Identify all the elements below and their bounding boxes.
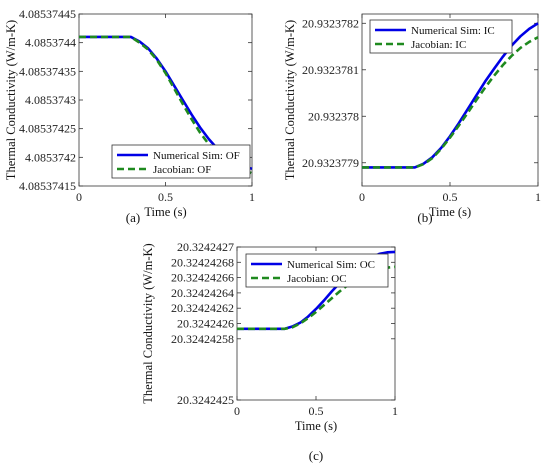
legend-box [369, 19, 513, 54]
x-tick-label: 0 [234, 404, 240, 418]
y-tick-label: 20.3242425 [177, 393, 234, 407]
y-axis-label: Thermal Conductivity (W/m-K) [283, 20, 297, 180]
y-tick-label: 20.3242427 [177, 240, 234, 254]
y-tick-label: 4.08537445 [19, 7, 76, 21]
y-tick-label: 20.32424266 [171, 271, 234, 285]
y-tick-label: 4.0853744 [25, 36, 76, 50]
legend-box [111, 144, 251, 179]
x-axis-label: Time (s) [295, 419, 337, 433]
y-tick-label: 4.08537435 [19, 64, 76, 78]
y-axis-label: Thermal Conductivity (W/m-K) [141, 243, 155, 403]
legend-box [245, 253, 389, 288]
y-tick-label: 4.08537415 [19, 179, 76, 193]
legend: Numerical Sim: IC Jacobian: IC [369, 19, 513, 54]
legend: Numerical Sim: OF Jacobian: OF [111, 144, 251, 179]
y-tick-label: 20.9323779 [302, 156, 359, 170]
x-axis-label: Time (s) [144, 205, 186, 219]
chart-panel-1: 20.9323779 20.932378 20.9323781 20.9323782 0… [283, 13, 541, 225]
legend-label-1: Jacobian: OF [153, 164, 211, 176]
y-tick-label: 20.32424262 [171, 301, 234, 315]
y-tick-label: 20.32424258 [171, 332, 234, 346]
x-axis-label: Time (s) [429, 205, 471, 219]
x-tick-label: 0.5 [158, 190, 173, 204]
x-tick-label: 1 [392, 404, 398, 418]
legend-label-1: Jacobian: OC [287, 273, 347, 285]
panel-label: (a) [126, 210, 140, 225]
x-tick-label: 0.5 [309, 404, 324, 418]
legend: Numerical Sim: OC Jacobian: OC [245, 253, 389, 288]
legend-label-0: Numerical Sim: OC [287, 259, 375, 271]
x-tick-label: 0 [359, 190, 365, 204]
y-tick-label: 20.9323782 [302, 16, 359, 30]
y-tick-label: 20.3242426 [177, 317, 234, 331]
y-tick-label: 4.0853743 [25, 93, 76, 107]
x-tick-label: 0.5 [443, 190, 458, 204]
x-tick-label: 0 [76, 190, 82, 204]
y-tick-label: 20.932378 [308, 109, 359, 123]
panel-label: (b) [417, 210, 432, 225]
legend-label-1: Jacobian: IC [411, 39, 466, 51]
y-tick-label: 20.9323781 [302, 63, 359, 77]
y-tick-label: 20.32424268 [171, 255, 234, 269]
legend-label-0: Numerical Sim: OF [153, 150, 240, 162]
y-tick-label: 4.0853742 [25, 150, 76, 164]
y-axis-label: Thermal Conductivity (W/m-K) [4, 20, 18, 180]
chart-panel-0: 4.08537415 4.0853742 4.08537425 4.0853743 4.… [4, 7, 255, 225]
y-tick-label: 20.32424264 [171, 286, 234, 300]
y-tick-label: 4.08537425 [19, 122, 76, 136]
x-tick-label: 1 [249, 190, 255, 204]
series-line-1 [362, 36, 539, 169]
x-tick-label: 1 [535, 190, 541, 204]
panel-label: (c) [309, 448, 323, 463]
legend-label-0: Numerical Sim: IC [411, 25, 495, 37]
